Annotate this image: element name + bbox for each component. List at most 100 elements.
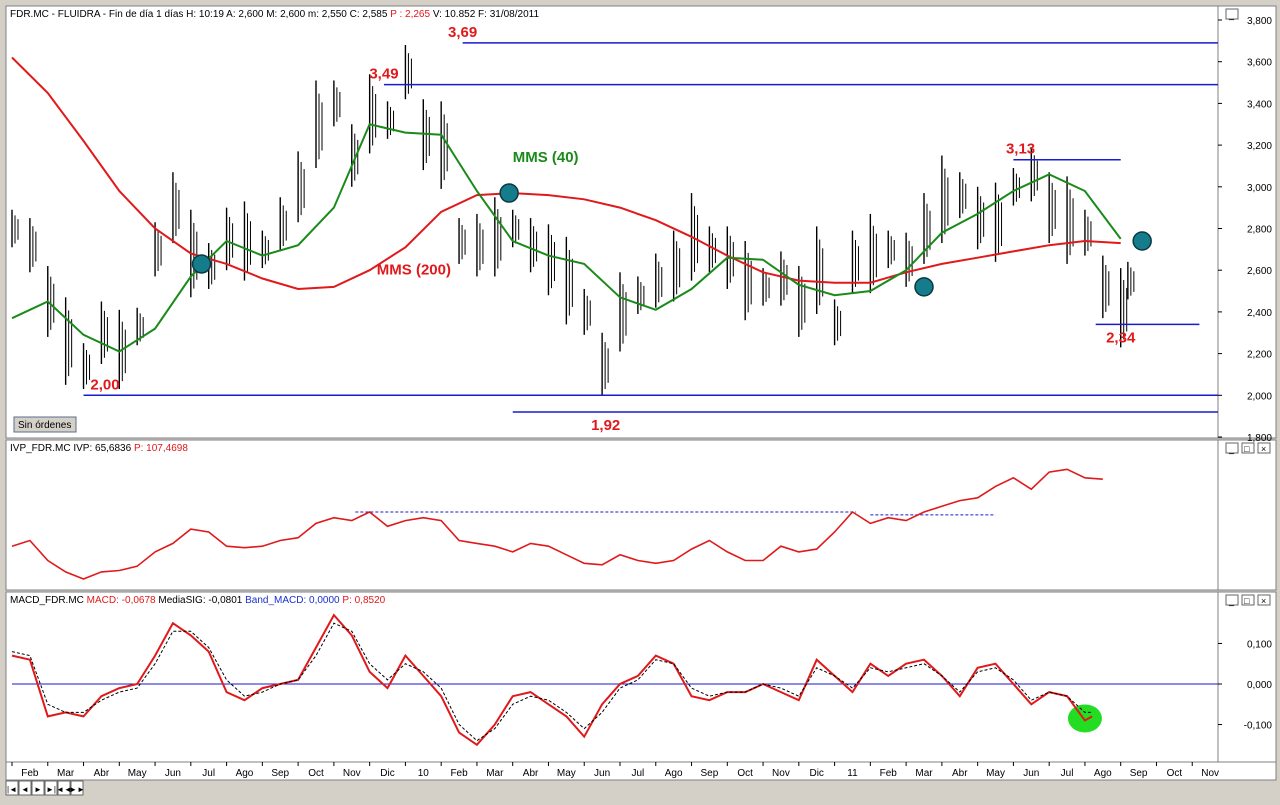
x-tick-label: Jun bbox=[594, 768, 610, 779]
price-y-tick-label: 2,200 bbox=[1247, 350, 1272, 361]
macd-panel bbox=[5, 591, 1219, 763]
level-label: 3,69 bbox=[448, 24, 477, 41]
x-tick-label: Ago bbox=[665, 768, 683, 779]
macd-window-buttons: _ □ × bbox=[1225, 594, 1271, 606]
nav-button-glyph: ► bbox=[34, 785, 42, 794]
x-tick-label: Jul bbox=[202, 768, 215, 779]
x-tick-label: Jun bbox=[1023, 768, 1039, 779]
ivp-header-text: IVP_FDR.MC IVP: 65,6836 P: 107,4698 bbox=[10, 443, 188, 454]
ivp-close-glyph: × bbox=[1261, 444, 1266, 454]
series-label: MMS (200) bbox=[377, 261, 451, 278]
nav-button-glyph: |◄ bbox=[7, 785, 17, 794]
price-y-tick-label: 3,600 bbox=[1247, 58, 1272, 69]
x-tick-label: Mar bbox=[915, 768, 933, 779]
x-tick-label: Mar bbox=[486, 768, 504, 779]
macd-header: MACD_FDR.MC MACD: -0,0678 MediaSIG: -0,0… bbox=[10, 595, 386, 606]
nav-button-frame bbox=[70, 780, 84, 796]
macd-line bbox=[11, 613, 1093, 747]
x-tick-label: Nov bbox=[1201, 768, 1219, 779]
x-tick-label: May bbox=[557, 768, 576, 779]
level-label: 2,00 bbox=[90, 376, 119, 393]
nav-button[interactable]: |◄ bbox=[5, 780, 19, 796]
x-tick-label: Dic bbox=[809, 768, 823, 779]
ivp-y-axis bbox=[1217, 439, 1277, 591]
level-label: 3,13 bbox=[1006, 141, 1035, 158]
price-y-tick-label: 3,000 bbox=[1247, 183, 1272, 194]
price-header-text: FDR.MC - FLUIDRA - Fin de día 1 días H: … bbox=[10, 9, 539, 20]
macd-signal-line bbox=[11, 622, 1093, 742]
price-y-tick-label: 3,800 bbox=[1247, 16, 1272, 27]
price-header: FDR.MC - FLUIDRA - Fin de día 1 días H: … bbox=[10, 9, 539, 20]
orders-status-label: Sin órdenes bbox=[18, 420, 71, 431]
macd-close-glyph: × bbox=[1261, 596, 1266, 606]
x-tick-label: Abr bbox=[523, 768, 539, 779]
x-tick-label: Dic bbox=[380, 768, 394, 779]
level-label: 2,34 bbox=[1106, 329, 1136, 346]
nav-button[interactable]: ► bbox=[31, 780, 45, 796]
nav-button-frame bbox=[31, 780, 45, 796]
ivp-maximize-button[interactable] bbox=[1241, 442, 1255, 454]
x-tick-label: Nov bbox=[772, 768, 790, 779]
price-y-tick-label: 3,200 bbox=[1247, 141, 1272, 152]
x-tick-label: Oct bbox=[1167, 768, 1183, 779]
x-tick-label: Jul bbox=[631, 768, 644, 779]
x-tick-label: Mar bbox=[57, 768, 75, 779]
price-y-tick-label: 2,600 bbox=[1247, 266, 1272, 277]
x-tick-label: May bbox=[986, 768, 1005, 779]
x-tick-label: Abr bbox=[94, 768, 110, 779]
nav-button[interactable]: ◄◄ bbox=[56, 780, 72, 796]
nav-button-glyph: ►| bbox=[46, 785, 56, 794]
x-tick-label: Feb bbox=[880, 768, 898, 779]
nav-button[interactable]: ►► bbox=[69, 780, 85, 796]
price-minimize-glyph: _ bbox=[1228, 10, 1235, 20]
ivp-header: IVP_FDR.MC IVP: 65,6836 P: 107,4698 bbox=[10, 443, 188, 454]
nav-button[interactable]: ►| bbox=[44, 780, 58, 796]
crossover-marker bbox=[191, 254, 212, 274]
macd-close-button[interactable] bbox=[1257, 594, 1271, 606]
series-label: MMS (40) bbox=[513, 149, 579, 166]
x-axis bbox=[5, 761, 1277, 781]
x-tick-label: Oct bbox=[308, 768, 324, 779]
crossover-marker bbox=[499, 183, 519, 203]
macd-maximize-button[interactable] bbox=[1241, 594, 1255, 606]
macd-y-tick-label: 0,100 bbox=[1247, 639, 1272, 650]
nav-button[interactable]: ◄ bbox=[18, 780, 32, 796]
x-tick-label: Jul bbox=[1061, 768, 1074, 779]
price-window-buttons: _ bbox=[1225, 8, 1239, 20]
nav-button-frame bbox=[44, 780, 58, 796]
x-tick-label: Feb bbox=[450, 768, 468, 779]
nav-button-frame bbox=[18, 780, 32, 796]
x-tick-label: 11 bbox=[847, 768, 858, 779]
x-tick-label: Jun bbox=[165, 768, 181, 779]
x-tick-label: Feb bbox=[21, 768, 39, 779]
x-tick-label: Sep bbox=[1130, 768, 1148, 779]
price-minimize-button[interactable] bbox=[1225, 8, 1239, 20]
macd-y-tick-label: 0,000 bbox=[1247, 680, 1272, 691]
crossover-marker bbox=[914, 277, 934, 297]
orders-status[interactable]: Sin órdenes bbox=[13, 416, 77, 433]
price-y-tick-label: 2,400 bbox=[1247, 308, 1272, 319]
macd-chart: 0,100 0,000 -0,100 bbox=[11, 613, 1273, 747]
price-chart: 1,800 2,000 2,200 2,400 2,600 2,800 3,000 3,200… bbox=[11, 16, 1272, 444]
ivp-close-button[interactable] bbox=[1257, 442, 1271, 454]
nav-button-glyph: ►► bbox=[69, 785, 85, 794]
price-y-tick-label: 2,800 bbox=[1247, 225, 1272, 236]
x-tick-label: Sep bbox=[271, 768, 289, 779]
navigation-bar: |◄ ◄ ► ►| ◄◄►► bbox=[5, 780, 85, 796]
nav-button-glyph: ◄ bbox=[21, 785, 29, 794]
macd-y-tick-label: -0,100 bbox=[1244, 721, 1273, 732]
ivp-chart bbox=[11, 468, 1103, 580]
macd-minimize-glyph: _ bbox=[1228, 596, 1235, 606]
price-y-tick-label: 2,000 bbox=[1247, 391, 1272, 402]
price-panel bbox=[5, 5, 1219, 439]
nav-button-frame bbox=[57, 780, 71, 796]
macd-header-text: MACD_FDR.MC MACD: -0,0678 MediaSIG: -0,0… bbox=[10, 595, 386, 606]
ivp-minimize-button[interactable] bbox=[1225, 442, 1239, 454]
price-y-axis bbox=[1217, 5, 1277, 439]
x-axis-labels: Feb Mar Abr May Jun Jul Ago Sep Oct Nov Dic 10 Feb Ma… bbox=[11, 762, 1219, 779]
ivp-window-buttons: _ □ × bbox=[1225, 442, 1271, 454]
macd-minimize-button[interactable] bbox=[1225, 594, 1239, 606]
x-tick-label: Oct bbox=[737, 768, 753, 779]
